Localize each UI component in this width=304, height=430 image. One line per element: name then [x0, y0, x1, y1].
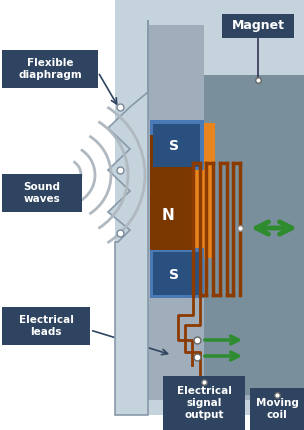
Text: S: S: [169, 268, 179, 282]
Bar: [150, 248, 204, 298]
Bar: [153, 252, 200, 295]
Bar: [150, 120, 204, 170]
FancyBboxPatch shape: [2, 174, 82, 212]
FancyBboxPatch shape: [163, 376, 245, 430]
Bar: [150, 123, 215, 258]
Text: Electrical
leads: Electrical leads: [19, 315, 74, 337]
Bar: [115, 0, 304, 415]
FancyBboxPatch shape: [222, 14, 294, 38]
Polygon shape: [108, 20, 148, 415]
Text: Moving
coil: Moving coil: [256, 398, 299, 420]
FancyBboxPatch shape: [250, 388, 304, 430]
FancyBboxPatch shape: [2, 50, 98, 88]
Text: S: S: [169, 139, 179, 153]
Text: Electrical
signal
output: Electrical signal output: [177, 387, 231, 420]
Text: N: N: [162, 208, 174, 222]
Text: Flexible
diaphragm: Flexible diaphragm: [18, 58, 82, 80]
Bar: [150, 135, 193, 250]
Bar: [153, 124, 200, 167]
Bar: [148, 25, 304, 400]
Bar: [204, 20, 304, 75]
Bar: [204, 30, 304, 395]
FancyBboxPatch shape: [2, 307, 90, 345]
Text: Magnet: Magnet: [232, 19, 285, 33]
Text: Sound
waves: Sound waves: [23, 182, 60, 204]
